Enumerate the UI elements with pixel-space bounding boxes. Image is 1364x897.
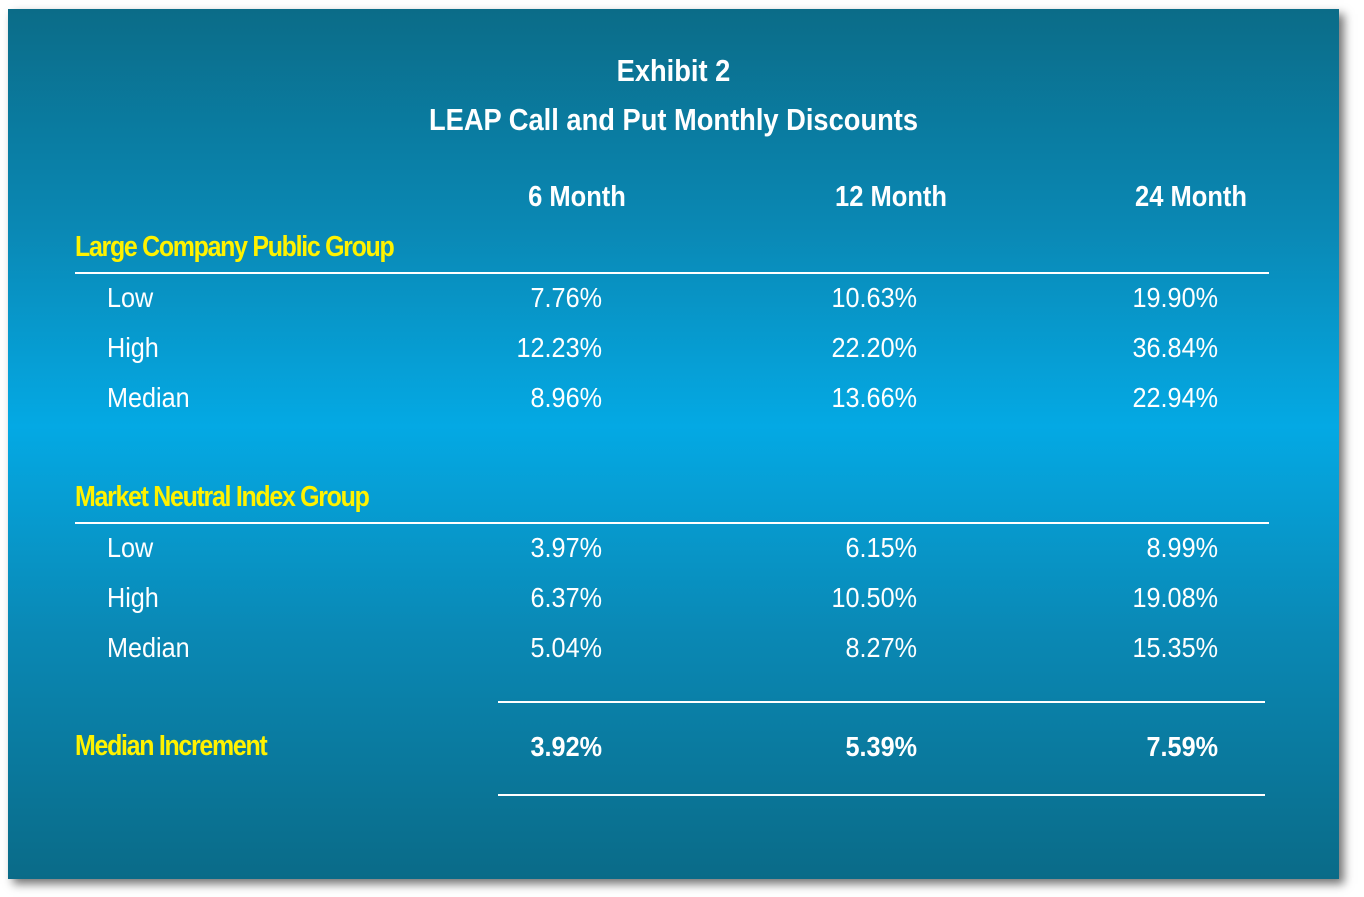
row-label: High <box>107 332 159 363</box>
exhibit-subtitle: LEAP Call and Put Monthly Discounts <box>428 102 919 137</box>
row-label: Low <box>107 282 154 313</box>
row-label: Median <box>107 382 190 413</box>
row-label: Low <box>107 532 154 563</box>
table-cell: 8.96% <box>530 382 602 413</box>
table-cell: 19.08% <box>1132 582 1218 613</box>
table-cell: 8.99% <box>1146 532 1218 563</box>
table-cell: 12.23% <box>516 332 602 363</box>
table-cell: 15.35% <box>1132 632 1218 663</box>
table-cell: 3.97% <box>530 532 602 563</box>
summary-cell: 5.39% <box>845 731 917 762</box>
row-label: Median <box>107 632 190 663</box>
exhibit-title: Exhibit 2 <box>616 53 731 88</box>
column-header-24-month: 24 Month <box>1134 181 1248 213</box>
table-cell: 19.90% <box>1132 282 1218 313</box>
table-cell: 36.84% <box>1132 332 1218 363</box>
column-header-12-month: 12 Month <box>834 181 948 213</box>
table-cell: 5.04% <box>530 632 602 663</box>
table-cell: 6.37% <box>530 582 602 613</box>
row-label: High <box>107 582 159 613</box>
table-cell: 6.15% <box>845 532 917 563</box>
summary-cell: 3.92% <box>530 731 602 762</box>
summary-top-rule <box>498 701 1265 703</box>
summary-cell: 7.59% <box>1146 731 1218 762</box>
exhibit-panel: Exhibit 2 LEAP Call and Put Monthly Disc… <box>8 9 1339 879</box>
summary-label: Median Increment <box>75 730 268 762</box>
table-cell: 10.63% <box>831 282 917 313</box>
table-cell: 7.76% <box>530 282 602 313</box>
group-divider <box>75 522 1269 524</box>
summary-bottom-rule <box>498 794 1265 796</box>
group-divider <box>75 272 1269 274</box>
group-name-market-neutral: Market Neutral Index Group <box>75 481 370 513</box>
table-cell: 22.94% <box>1132 382 1218 413</box>
table-cell: 22.20% <box>831 332 917 363</box>
table-cell: 13.66% <box>831 382 917 413</box>
column-header-6-month: 6 Month <box>528 181 626 213</box>
table-cell: 8.27% <box>845 632 917 663</box>
table-cell: 10.50% <box>831 582 917 613</box>
group-name-large-company: Large Company Public Group <box>75 231 395 263</box>
